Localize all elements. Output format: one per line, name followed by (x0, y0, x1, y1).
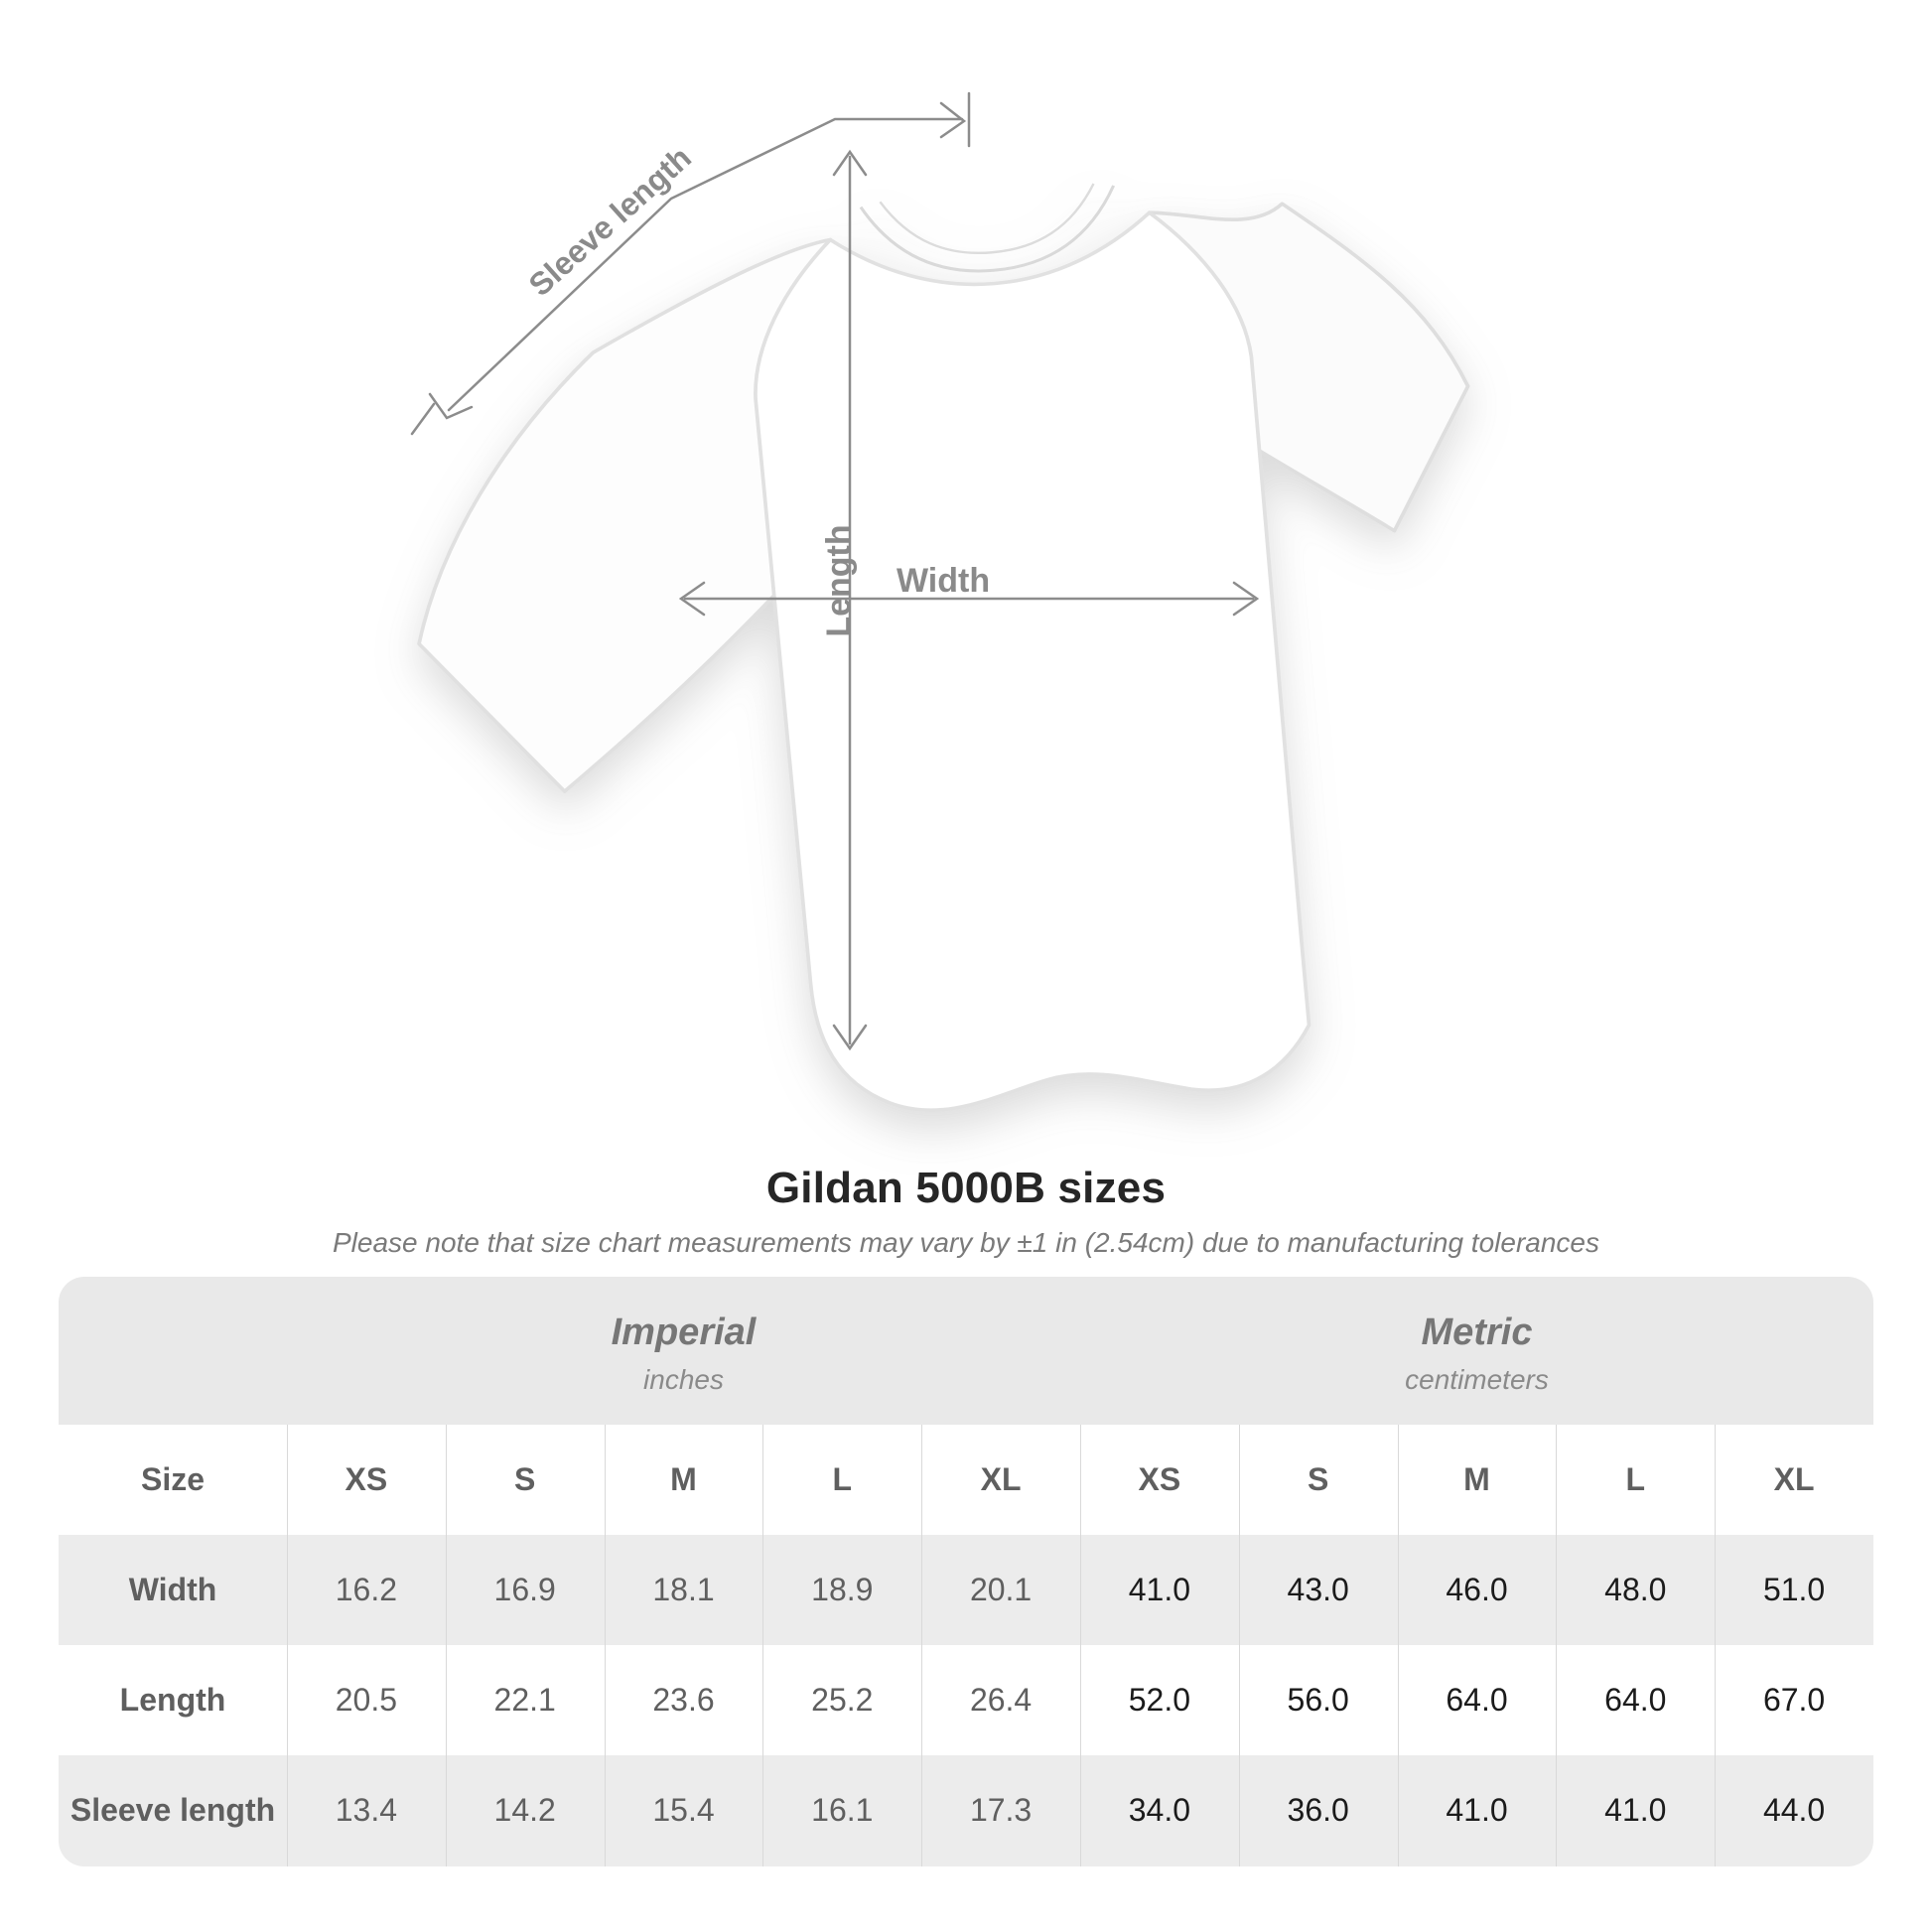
svg-text:Sleeve length: Sleeve length (522, 139, 698, 303)
svg-text:Length: Length (820, 524, 858, 636)
svg-text:Width: Width (897, 562, 990, 600)
